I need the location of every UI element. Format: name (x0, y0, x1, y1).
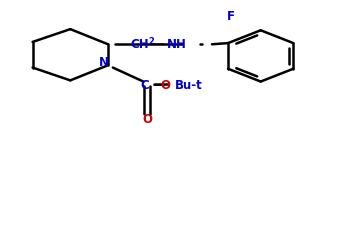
Text: —: — (152, 79, 165, 92)
Text: N: N (98, 56, 109, 69)
Text: —: — (151, 38, 163, 51)
Text: C: C (141, 79, 150, 92)
Text: CH: CH (130, 38, 149, 51)
Text: O: O (142, 113, 153, 126)
Text: 2: 2 (148, 38, 154, 46)
Text: Bu-t: Bu-t (175, 79, 203, 92)
Text: NH: NH (167, 38, 187, 51)
Text: O: O (161, 79, 171, 92)
Text: F: F (226, 10, 235, 23)
